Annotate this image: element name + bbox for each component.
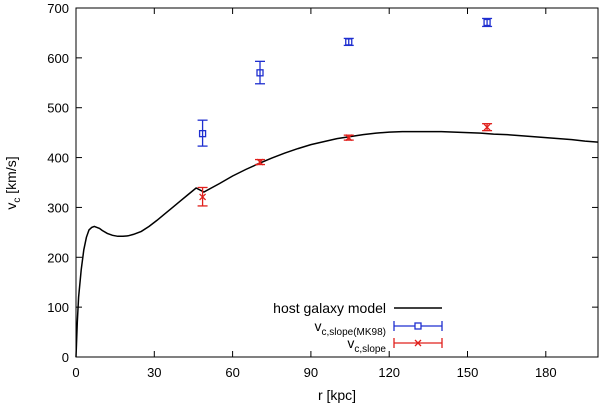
slope-data-point — [197, 186, 208, 207]
legend-label-main: v — [315, 318, 322, 334]
y-tick-label: 0 — [62, 350, 69, 365]
plot-frame — [75, 7, 599, 358]
y-tick-label: 100 — [47, 300, 69, 315]
slope-data-point — [482, 123, 493, 132]
x-tick-label: 60 — [225, 365, 239, 380]
y-tick-label: 300 — [47, 200, 69, 215]
y-tick-label: 500 — [47, 101, 69, 116]
y-tick-label: 700 — [47, 1, 69, 16]
y-axis-label-sub: c — [12, 198, 23, 203]
legend-square-marker — [414, 322, 422, 330]
mk98-data-point — [343, 37, 354, 47]
legend-label-sub: c,slope(MK98) — [322, 327, 386, 338]
square-marker — [256, 69, 264, 77]
y-tick-label: 400 — [47, 151, 69, 166]
x-marker-b — [199, 193, 207, 201]
y-tick-label: 200 — [47, 250, 69, 265]
legend-label-sub: c,slope — [354, 344, 386, 355]
slope-data-point — [255, 158, 266, 166]
x-tick-label: 180 — [535, 365, 557, 380]
x-marker-b — [483, 123, 491, 131]
x-tick-label: 30 — [147, 365, 161, 380]
legend-label: vc,slope — [347, 335, 386, 355]
slope-data-point — [343, 134, 354, 142]
legend-label: host galaxy model — [273, 300, 386, 316]
x-tick-label: 150 — [457, 365, 479, 380]
square-marker — [483, 18, 491, 27]
model-curve-line — [75, 130, 599, 358]
x-marker-b — [345, 134, 353, 142]
x-axis-label: r [kpc] — [318, 387, 356, 403]
y-axis-label-main: v — [3, 203, 19, 210]
x-tick-label: 120 — [378, 365, 400, 380]
x-tick-label: 0 — [72, 365, 79, 380]
mk98-data-point — [197, 119, 208, 147]
mk98-data-point — [255, 60, 266, 85]
legend-item: vc,slope(MK98) — [315, 318, 443, 338]
legend-item: vc,slope — [347, 335, 443, 355]
legend-label-main: host galaxy model — [273, 300, 386, 316]
x-marker-b — [256, 158, 264, 166]
data-points-group — [197, 17, 493, 207]
y-axis-label: vc [km/s] — [3, 156, 23, 209]
legend-label: vc,slope(MK98) — [315, 318, 386, 338]
model-line-group — [75, 130, 599, 358]
axes-frame — [75, 7, 599, 358]
mk98-data-point — [482, 17, 493, 28]
square-marker — [198, 129, 207, 138]
y-axis-label-unit: [km/s] — [3, 156, 19, 197]
legend-item: host galaxy model — [273, 300, 442, 316]
legend-label-main: v — [347, 335, 354, 351]
x-tick-label: 90 — [304, 365, 318, 380]
legend-x-marker-b — [414, 339, 422, 347]
square-marker — [345, 38, 353, 46]
axis-ticks: 0 30 60 90 120 150 180 0 100 200 300 400 500 600 700 — [47, 1, 598, 380]
y-tick-label: 600 — [47, 51, 69, 66]
